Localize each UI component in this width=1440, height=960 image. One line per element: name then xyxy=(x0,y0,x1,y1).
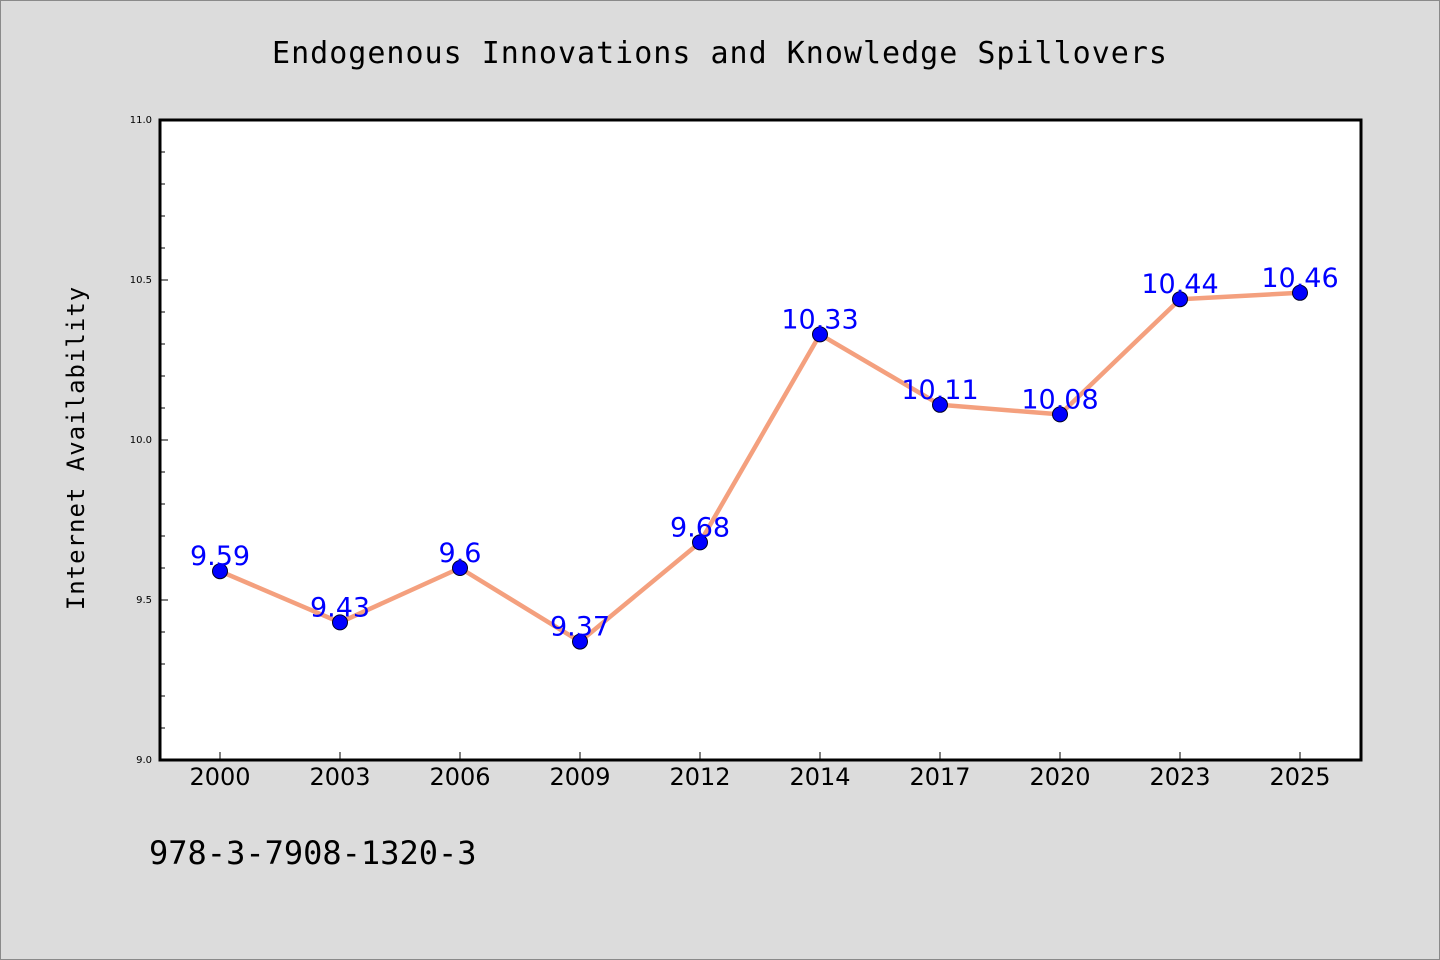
x-tick-label: 2023 xyxy=(1149,763,1210,791)
data-label: 9.37 xyxy=(550,612,610,643)
data-point xyxy=(332,614,348,631)
data-label: 9.59 xyxy=(190,541,250,572)
data-label: 10.33 xyxy=(781,304,858,335)
y-axis-label: Internet Availability xyxy=(62,286,90,610)
data-point xyxy=(572,633,588,650)
data-labels: 9.59 9.43 9.6 9.37 9.68 10.33 10.11 10.08 10.44 1… xyxy=(190,263,1339,643)
x-tick-label: 2017 xyxy=(909,763,970,791)
y-tick-label: 9.5 xyxy=(136,595,152,606)
x-tick-label: 2014 xyxy=(789,763,850,791)
data-label: 10.46 xyxy=(1261,263,1338,294)
data-point xyxy=(692,534,708,551)
data-point xyxy=(812,326,828,343)
data-label: 10.08 xyxy=(1021,384,1098,415)
data-point xyxy=(1292,284,1308,301)
x-tick-label: 2025 xyxy=(1269,763,1330,791)
data-label: 10.44 xyxy=(1141,269,1218,300)
data-point xyxy=(932,396,948,413)
chart-title: Endogenous Innovations and Knowledge Spi… xyxy=(272,36,1168,71)
data-label: 9.43 xyxy=(310,592,370,623)
x-tick-label: 2000 xyxy=(189,763,250,791)
data-point xyxy=(212,563,228,580)
data-label: 10.11 xyxy=(901,375,978,406)
data-point xyxy=(1172,291,1188,308)
series-line xyxy=(219,290,1301,644)
isbn-text: 978-3-7908-1320-3 xyxy=(149,834,477,872)
series-layer xyxy=(212,284,1308,650)
y-tick-label: 11.0 xyxy=(130,115,152,126)
y-tick-label: 9.0 xyxy=(136,755,152,766)
data-label: 9.6 xyxy=(439,538,482,569)
x-tick-label: 2006 xyxy=(429,763,490,791)
data-label: 9.68 xyxy=(670,512,730,543)
x-tick-label: 2009 xyxy=(549,763,610,791)
y-tick-label: 10.5 xyxy=(130,275,152,286)
x-tick-label: 2012 xyxy=(669,763,730,791)
x-tick-label: 2003 xyxy=(309,763,370,791)
x-tick-label: 2020 xyxy=(1029,763,1090,791)
y-tick-label: 10.0 xyxy=(130,435,152,446)
data-point xyxy=(452,560,468,576)
axis-ticks: 9.0 9.5 10.0 10.5 11.0 2000 2003 2006 2009 2012 20… xyxy=(130,115,1331,791)
data-point xyxy=(1052,406,1068,423)
